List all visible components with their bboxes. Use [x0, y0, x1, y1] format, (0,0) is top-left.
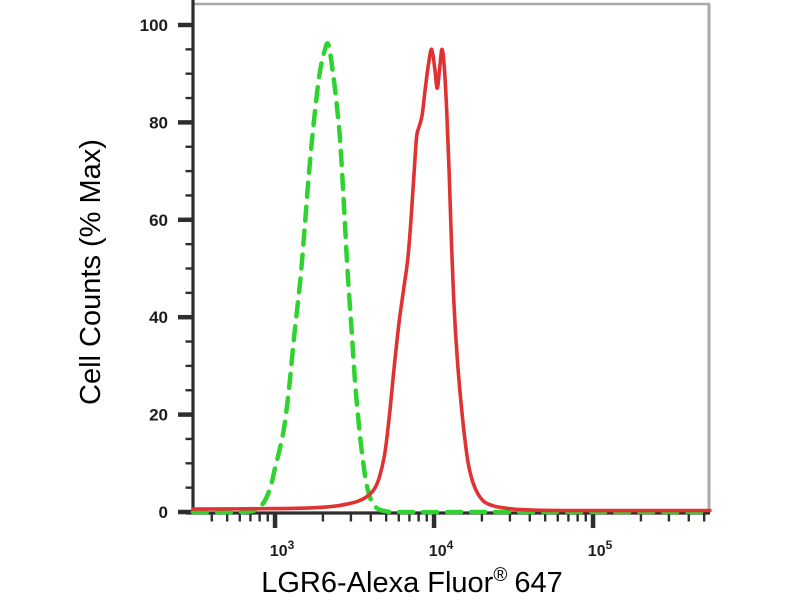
registered-trademark-icon: ® — [493, 565, 507, 586]
series-green-dashed-histogram — [190, 41, 713, 515]
histogram-curves — [190, 41, 713, 515]
x-axis-title: LGR6-Alexa Fluor® 647 — [261, 565, 562, 599]
y-axis-title: Cell Counts (% Max) — [75, 139, 107, 405]
y-tick-label: 100 — [140, 16, 168, 35]
x-tick-label: 105 — [588, 538, 613, 560]
x-axis-tick-labels: 103 104 105 — [270, 538, 613, 560]
x-axis-title-suffix: 647 — [514, 567, 562, 599]
x-axis-title-main: LGR6-Alexa Fluor — [261, 567, 493, 599]
y-tick-label: 40 — [149, 308, 168, 327]
x-axis-ticks — [210, 513, 706, 528]
y-tick-label: 0 — [159, 503, 168, 522]
y-tick-label: 80 — [149, 113, 168, 132]
y-tick-label: 20 — [149, 406, 168, 425]
y-axis-tick-labels: 0 20 40 60 80 100 — [140, 16, 168, 522]
x-tick-label: 103 — [270, 538, 295, 560]
y-axis-ticks — [178, 22, 193, 515]
series-red-solid-histogram — [191, 47, 712, 513]
y-tick-label: 60 — [149, 211, 168, 230]
x-tick-label: 104 — [429, 538, 454, 560]
